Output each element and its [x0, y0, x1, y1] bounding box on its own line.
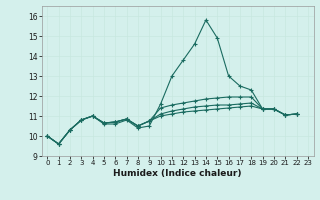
- X-axis label: Humidex (Indice chaleur): Humidex (Indice chaleur): [113, 169, 242, 178]
